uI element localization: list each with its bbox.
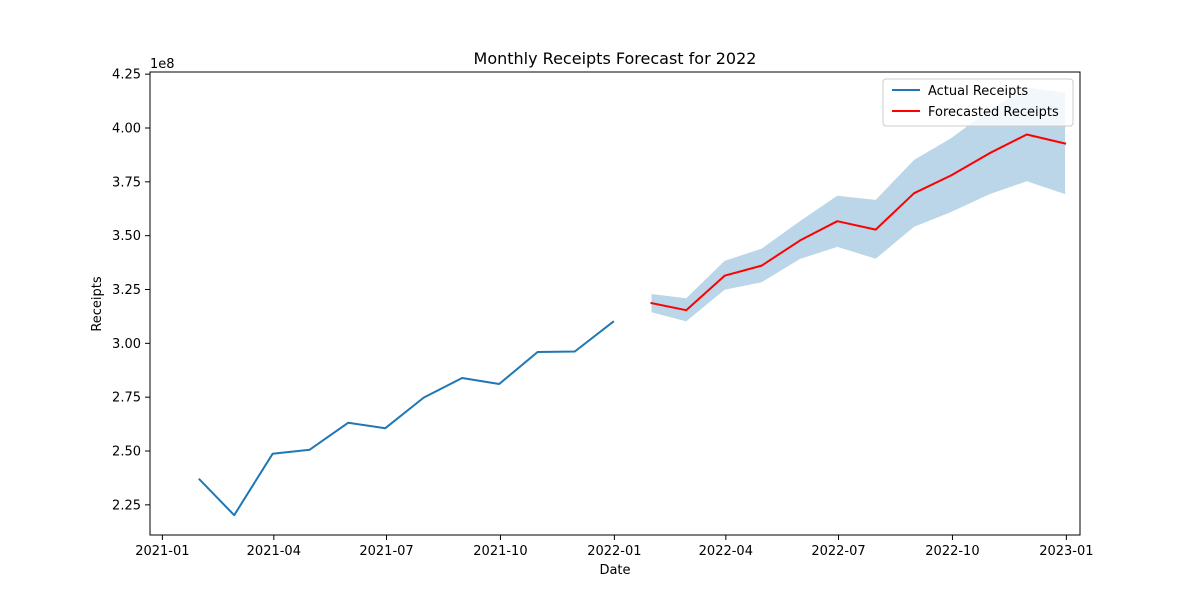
y-tick-label: 3.25 — [112, 283, 141, 298]
x-tick-label: 2021-01 — [135, 544, 189, 559]
y-offset-label: 1e8 — [150, 57, 175, 72]
x-tick-label: 2021-07 — [359, 544, 413, 559]
x-tick-label: 2021-10 — [473, 544, 527, 559]
y-tick-label: 4.00 — [112, 121, 141, 136]
chart-title: Monthly Receipts Forecast for 2022 — [474, 49, 757, 68]
y-tick-label: 3.50 — [112, 229, 141, 244]
confidence-band — [651, 87, 1066, 322]
legend-box — [882, 78, 1074, 127]
y-tick-label: 2.75 — [112, 391, 141, 406]
y-tick-label: 2.25 — [112, 498, 141, 513]
plot-frame — [149, 71, 1081, 536]
y-axis: 2.25 2.50 2.75 3.00 3.25 3.50 3.75 4.00 4.25 — [112, 68, 150, 513]
x-tick-label: 2022-10 — [925, 544, 979, 559]
x-axis-label: Date — [599, 563, 630, 578]
y-axis-label: Receipts — [90, 276, 105, 332]
y-tick-label: 3.75 — [112, 175, 141, 190]
x-tick-label: 2023-01 — [1039, 544, 1093, 559]
series-line-forecast — [650, 133, 1067, 312]
confidence-band-layer — [651, 87, 1066, 322]
x-axis: 2021-01 2021-04 2021-07 2021-10 2022-01 2022-… — [135, 535, 1094, 559]
y-tick-label: 4.25 — [112, 68, 141, 83]
legend: Actual Receipts Forecasted Receipts — [882, 78, 1074, 127]
series-layer — [198, 133, 1067, 517]
x-tick-label: 2022-04 — [699, 544, 753, 559]
series-line-actual — [198, 320, 615, 517]
y-tick-label: 2.50 — [112, 445, 141, 460]
legend-label-forecast: Forecasted Receipts — [928, 105, 1059, 120]
x-tick-label: 2021-04 — [247, 544, 301, 559]
y-tick-label: 3.00 — [112, 337, 141, 352]
x-tick-label: 2022-01 — [587, 544, 641, 559]
legend-label-actual: Actual Receipts — [928, 84, 1028, 99]
x-tick-label: 2022-07 — [811, 544, 865, 559]
